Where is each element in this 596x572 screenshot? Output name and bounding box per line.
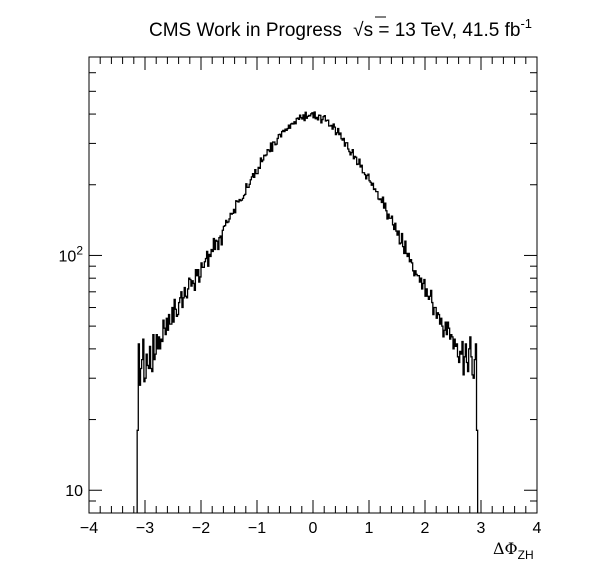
x-tick-label: 4	[533, 520, 542, 537]
svg-text:CMS Work in Progress √s: CMS Work in Progress √s = 13 TeV, 41.5 f…	[149, 16, 532, 41]
x-tick-label: 3	[477, 520, 486, 537]
x-axis-label-base: ΔΦ	[493, 539, 518, 558]
title-energy-value: = 13 TeV, 41.5 fb	[378, 20, 520, 41]
x-tick-label: −3	[136, 520, 154, 537]
x-tick-label: −4	[80, 520, 98, 537]
title-sqrt-symbol: √	[353, 20, 364, 41]
x-tick-label: 2	[421, 520, 430, 537]
y-tick-labels: 10 102	[59, 243, 84, 500]
x-axis-label-subscript: ZH	[518, 548, 534, 562]
chart-title: CMS Work in Progress √s = 13 TeV, 41.5 f…	[149, 16, 532, 41]
title-prefix: CMS Work in Progress	[149, 20, 342, 41]
title-lumi-exponent: -1	[520, 16, 532, 31]
x-tick-labels: −4 −3 −2 −1 0 1 2 3 4	[80, 520, 542, 537]
title-energy-var: s	[364, 20, 374, 41]
x-tick-label: 1	[365, 520, 374, 537]
y-tick-label: 10	[65, 483, 83, 500]
axis-ticks	[88, 56, 538, 514]
x-tick-label: 0	[309, 520, 318, 537]
plot-frame	[88, 56, 538, 514]
x-axis-label: ΔΦZH	[493, 539, 534, 562]
x-tick-label: −2	[192, 520, 210, 537]
x-tick-label: −1	[248, 520, 266, 537]
y-tick-label: 102	[59, 243, 84, 265]
histogram-line	[136, 111, 479, 513]
